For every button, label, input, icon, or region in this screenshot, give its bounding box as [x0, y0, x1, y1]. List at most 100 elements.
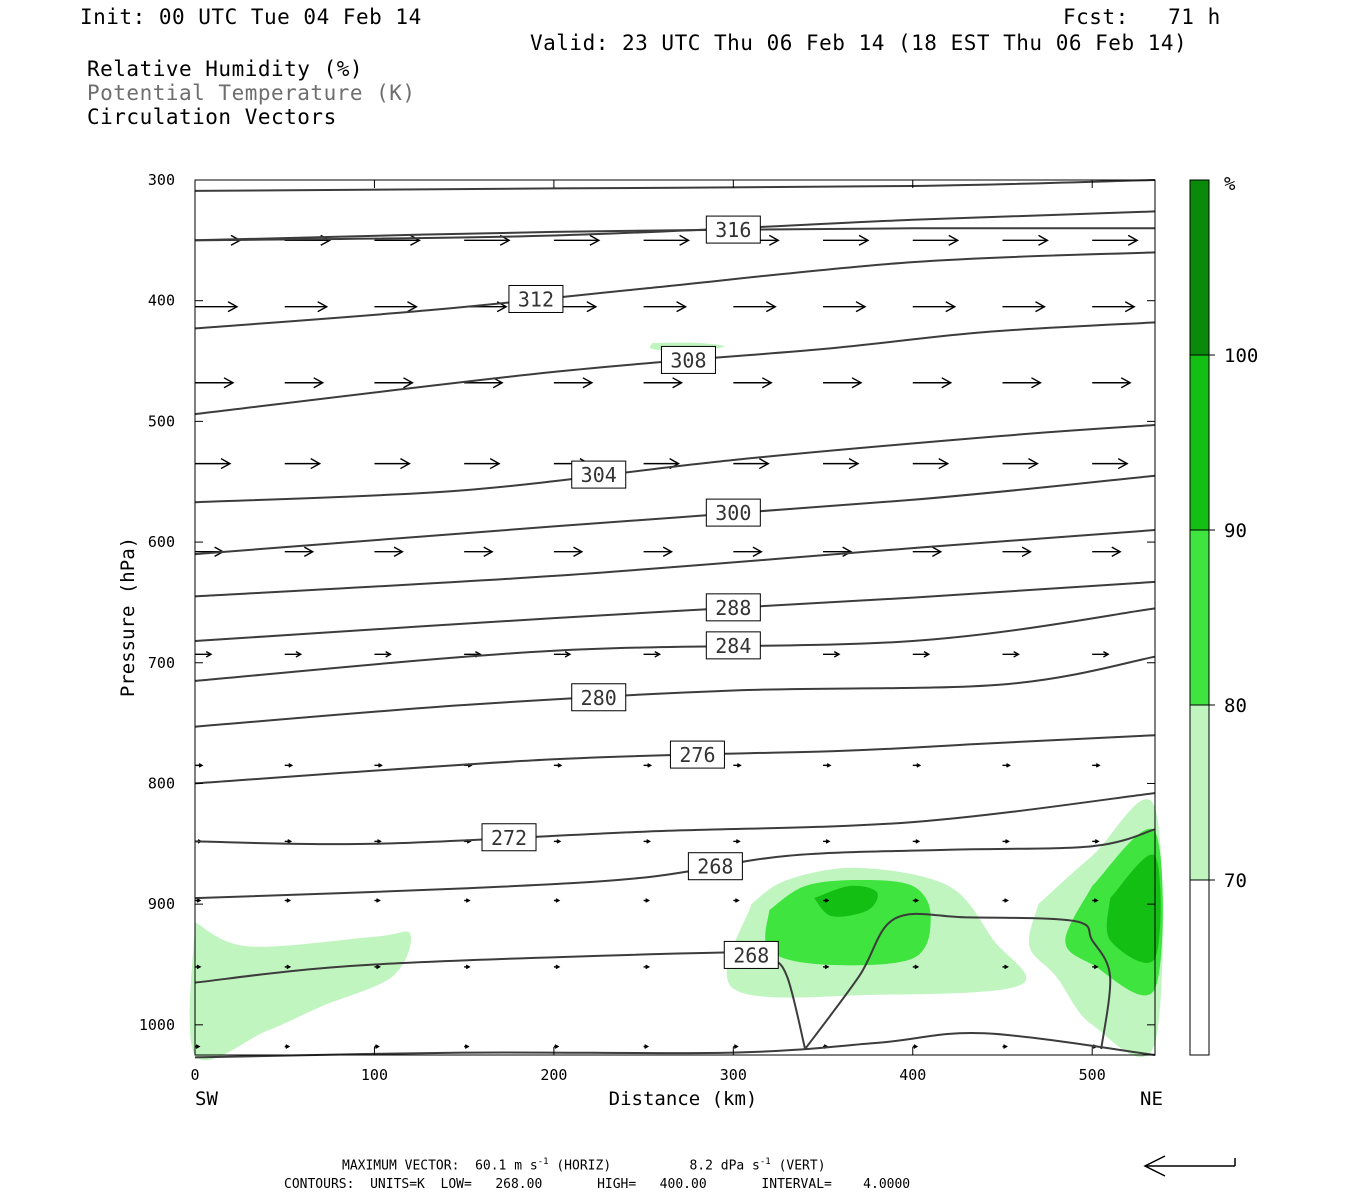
vector-0-9	[1002, 234, 1049, 246]
vector-head	[1028, 458, 1039, 470]
vector-head	[914, 964, 920, 970]
vector-6-8	[912, 763, 922, 768]
vector-4-1	[284, 546, 315, 557]
vector-1-5	[643, 301, 688, 313]
colorbar-label-3: 100	[1224, 345, 1258, 367]
vector-head	[848, 458, 860, 470]
vector-8-1	[284, 898, 292, 903]
vector-head	[765, 301, 777, 313]
vector-5-4	[553, 651, 572, 658]
vector-head	[647, 763, 653, 768]
vector-head	[410, 234, 421, 246]
contour-label-box	[571, 460, 627, 489]
contour-label-text: 288	[715, 596, 751, 620]
vector-head	[654, 651, 662, 658]
rh-region-4	[765, 880, 931, 966]
vector-1-8	[912, 301, 957, 313]
vector-6-9	[1002, 763, 1011, 768]
y-axis-label: Pressure (hPa)	[117, 537, 139, 697]
vector-head	[287, 839, 293, 844]
vector-0-8	[912, 234, 960, 246]
vector-6-0	[195, 763, 204, 768]
vector-head	[556, 839, 562, 844]
vector-head	[826, 763, 832, 768]
vector-10-5	[643, 1044, 650, 1049]
y-tick-label-2: 500	[148, 412, 175, 430]
theta-contour-8	[194, 580, 1156, 642]
vector-head	[1127, 234, 1139, 246]
contour-label-0: 316	[705, 215, 761, 244]
vector-head	[286, 964, 292, 970]
rh-region-0	[189, 922, 412, 1061]
vector-7-7	[823, 839, 831, 844]
vector-head	[376, 964, 381, 970]
y-tick-label-3: 600	[148, 533, 175, 551]
theta-contour-5	[194, 424, 1156, 504]
vector-4-2	[374, 546, 404, 557]
theta-contour-6	[194, 474, 1156, 556]
max-vector-label: MAXIMUM VECTOR:	[342, 1158, 460, 1174]
vector-5-0	[195, 651, 213, 658]
contour-label-box	[705, 593, 761, 622]
vector-7-9	[1002, 839, 1010, 844]
vector-4-3	[464, 546, 494, 557]
vector-10-6	[733, 1044, 739, 1049]
vector-8-7	[823, 898, 830, 903]
vector-2-6	[733, 377, 773, 389]
theta-contour-3	[194, 251, 1156, 330]
vector-2-1	[284, 377, 325, 389]
theta-contour-9	[194, 607, 1156, 682]
vector-head	[915, 839, 921, 844]
contour-label-box	[571, 683, 627, 712]
theta-contour-12	[194, 792, 1156, 846]
max-vector-line: MAXIMUM VECTOR: 60.1 m s-1 (HORIZ) 8.2 d…	[342, 1157, 826, 1173]
valid-time: Valid: 23 UTC Thu 06 Feb 14 (18 EST Thu …	[530, 31, 1188, 55]
x-tick-label-1: 100	[361, 1066, 388, 1084]
vector-head	[1004, 964, 1009, 970]
contour-label-box	[660, 345, 716, 374]
vector-9-1	[284, 964, 292, 970]
vector-head	[377, 839, 382, 844]
vector-head	[1094, 839, 1100, 844]
contour-label-box	[723, 940, 779, 969]
vector-0-4	[553, 234, 601, 246]
contour-label-box	[705, 631, 761, 660]
contour-label-box	[687, 852, 743, 881]
vector-9-2	[374, 964, 381, 970]
vector-head	[1111, 546, 1122, 557]
vector-head	[385, 651, 392, 658]
vector-7-6	[733, 839, 741, 844]
vector-5-9	[1002, 651, 1020, 658]
vector-1-1	[284, 301, 329, 313]
vector-head	[378, 763, 383, 768]
vector-head	[824, 964, 830, 970]
vector-head	[1093, 964, 1099, 970]
vector-head	[825, 839, 831, 844]
y-tick-label-0: 300	[148, 171, 175, 189]
vector-head	[1117, 458, 1129, 470]
vector-8-5	[643, 898, 651, 903]
x-tick-label-5: 500	[1079, 1066, 1106, 1084]
vert-exponent: -1	[759, 1157, 771, 1167]
vector-6-4	[553, 763, 563, 768]
vector-head	[1031, 377, 1042, 389]
vector-1-0	[195, 301, 239, 313]
vector-head	[465, 898, 471, 903]
vector-head	[573, 546, 584, 557]
vector-head	[679, 234, 691, 246]
vector-head	[758, 458, 770, 470]
vector-2-0	[195, 377, 235, 389]
vector-head	[196, 898, 202, 903]
theta-contour-16	[194, 1032, 1156, 1059]
vector-head	[407, 301, 418, 313]
vector-8-0	[195, 898, 202, 903]
reference-vector	[1143, 1155, 1236, 1177]
contour-label-3: 312	[508, 284, 564, 313]
vector-9-7	[823, 964, 830, 970]
theta-contour-4	[194, 321, 1156, 416]
vector-4-9	[1002, 546, 1032, 557]
vector-head	[941, 377, 953, 389]
vector-8-2	[374, 898, 381, 903]
vector-head	[313, 377, 325, 389]
theta-contour-13	[194, 828, 1156, 900]
